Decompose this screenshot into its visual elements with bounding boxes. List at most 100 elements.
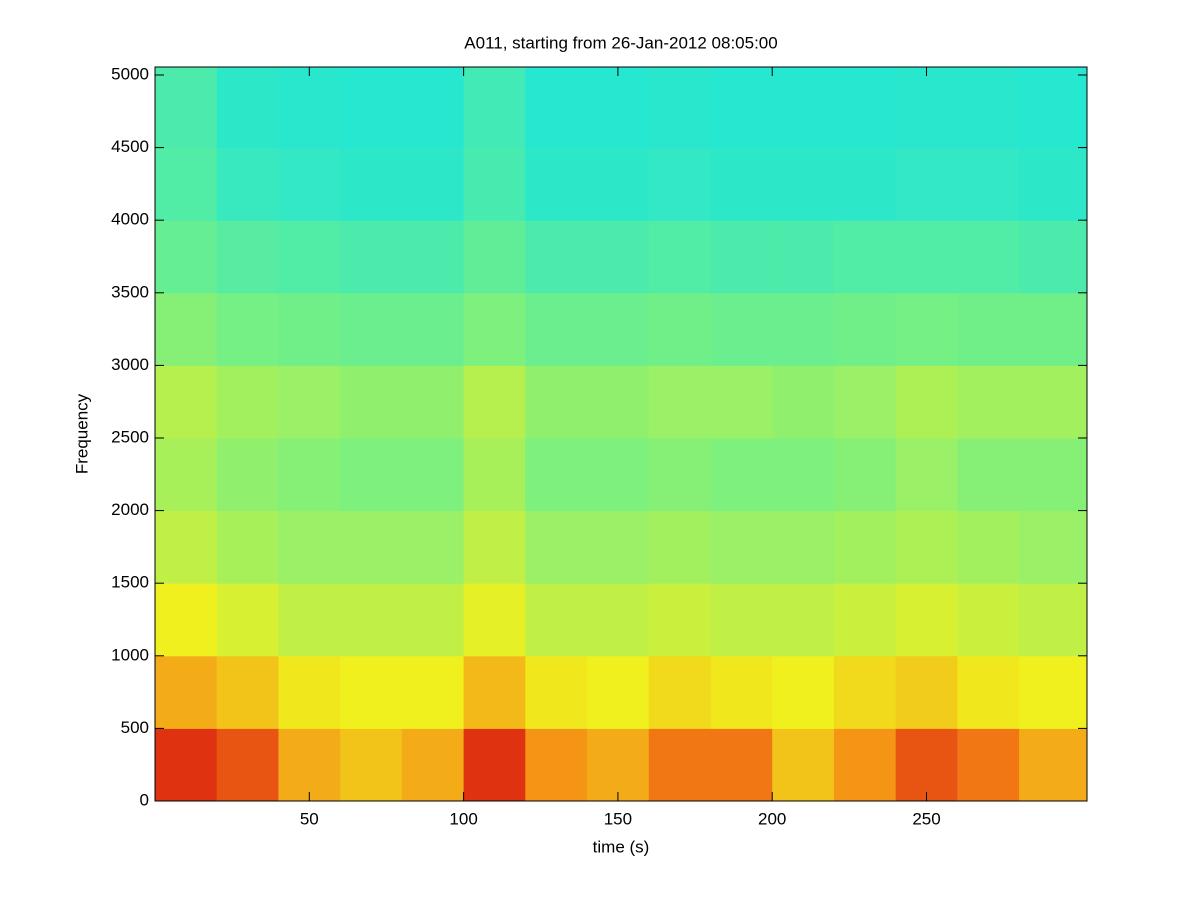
heatmap-cell bbox=[772, 510, 835, 584]
heatmap-cell bbox=[463, 437, 526, 512]
heatmap-cell bbox=[525, 728, 588, 802]
heatmap-cell bbox=[587, 220, 650, 294]
heatmap-cell bbox=[155, 220, 218, 294]
heatmap-cell bbox=[957, 365, 1020, 439]
heatmap-cell bbox=[710, 655, 773, 729]
heatmap-cell bbox=[587, 728, 650, 802]
heatmap-cell bbox=[155, 728, 218, 802]
heatmap-cell bbox=[1019, 583, 1088, 657]
heatmap-cell bbox=[710, 147, 773, 221]
heatmap-cell bbox=[833, 220, 897, 294]
heatmap-cell bbox=[648, 220, 711, 294]
heatmap-cell bbox=[772, 365, 835, 439]
heatmap-cell bbox=[1019, 510, 1088, 584]
heatmap-cell bbox=[340, 583, 403, 657]
heatmap-cell bbox=[525, 655, 588, 729]
heatmap-cell bbox=[895, 583, 958, 657]
heatmap-cell bbox=[710, 292, 773, 366]
heatmap-cell bbox=[895, 655, 958, 729]
heatmap-cell bbox=[463, 728, 526, 802]
y-tick-label: 4000 bbox=[111, 210, 149, 229]
heatmap-cell bbox=[216, 437, 279, 512]
heatmap-cell bbox=[216, 292, 279, 366]
heatmap-cell bbox=[525, 365, 588, 439]
x-tick-label: 250 bbox=[912, 809, 940, 828]
heatmap-cell bbox=[401, 655, 465, 729]
heatmap-cell bbox=[340, 147, 403, 221]
heatmap-cell bbox=[463, 655, 526, 729]
heatmap-cell bbox=[340, 365, 403, 439]
heatmap-cell bbox=[772, 655, 835, 729]
heatmap-cell bbox=[155, 67, 218, 149]
heatmap-cell bbox=[155, 292, 218, 366]
heatmap-cell bbox=[895, 510, 958, 584]
heatmap-cell bbox=[587, 67, 650, 149]
heatmap-cell bbox=[772, 728, 835, 802]
heatmap-cell bbox=[155, 437, 218, 512]
heatmap-cell bbox=[772, 437, 835, 512]
heatmap-cell bbox=[833, 728, 897, 802]
heatmap-cell bbox=[278, 728, 341, 802]
chart-title: A011, starting from 26-Jan-2012 08:05:00 bbox=[464, 33, 777, 52]
heatmap-cell bbox=[216, 147, 279, 221]
heatmap-cell bbox=[278, 437, 341, 512]
heatmap bbox=[155, 67, 1088, 802]
heatmap-cell bbox=[710, 583, 773, 657]
heatmap-cell bbox=[278, 583, 341, 657]
heatmap-cell bbox=[833, 437, 897, 512]
heatmap-cell bbox=[278, 220, 341, 294]
heatmap-cell bbox=[957, 147, 1020, 221]
heatmap-cell bbox=[278, 365, 341, 439]
heatmap-cell bbox=[216, 67, 279, 149]
heatmap-cell bbox=[155, 655, 218, 729]
heatmap-cell bbox=[525, 147, 588, 221]
heatmap-cell bbox=[1019, 220, 1088, 294]
heatmap-cell bbox=[340, 655, 403, 729]
heatmap-cell bbox=[587, 510, 650, 584]
heatmap-cell bbox=[155, 510, 218, 584]
heatmap-cell bbox=[1019, 147, 1088, 221]
heatmap-cell bbox=[340, 67, 403, 149]
x-tick-label: 150 bbox=[604, 809, 632, 828]
heatmap-cell bbox=[463, 292, 526, 366]
heatmap-cell bbox=[340, 728, 403, 802]
heatmap-cell bbox=[772, 220, 835, 294]
heatmap-cell bbox=[216, 365, 279, 439]
heatmap-cell bbox=[278, 67, 341, 149]
heatmap-cell bbox=[895, 292, 958, 366]
heatmap-cell bbox=[155, 365, 218, 439]
heatmap-cell bbox=[957, 728, 1020, 802]
heatmap-cell bbox=[833, 365, 897, 439]
y-tick-label: 3500 bbox=[111, 282, 149, 301]
y-tick-label: 5000 bbox=[111, 64, 149, 83]
y-tick-label: 3000 bbox=[111, 355, 149, 374]
heatmap-cell bbox=[340, 510, 403, 584]
heatmap-cell bbox=[155, 583, 218, 657]
heatmap-cell bbox=[463, 147, 526, 221]
heatmap-cell bbox=[401, 365, 465, 439]
heatmap-cell bbox=[648, 510, 711, 584]
heatmap-cell bbox=[155, 147, 218, 221]
heatmap-cell bbox=[525, 437, 588, 512]
heatmap-cell bbox=[278, 147, 341, 221]
heatmap-cell bbox=[710, 220, 773, 294]
heatmap-cell bbox=[833, 292, 897, 366]
heatmap-cell bbox=[710, 437, 773, 512]
heatmap-cell bbox=[340, 220, 403, 294]
heatmap-cell bbox=[401, 728, 465, 802]
heatmap-cell bbox=[401, 292, 465, 366]
heatmap-cell bbox=[957, 583, 1020, 657]
heatmap-cell bbox=[1019, 292, 1088, 366]
heatmap-cell bbox=[278, 655, 341, 729]
x-tick-label: 50 bbox=[300, 809, 319, 828]
heatmap-cell bbox=[401, 583, 465, 657]
heatmap-cell bbox=[278, 292, 341, 366]
heatmap-cell bbox=[1019, 655, 1088, 729]
heatmap-cell bbox=[463, 220, 526, 294]
heatmap-cell bbox=[895, 147, 958, 221]
heatmap-cell bbox=[463, 510, 526, 584]
heatmap-cell bbox=[1019, 728, 1088, 802]
heatmap-cell bbox=[772, 583, 835, 657]
